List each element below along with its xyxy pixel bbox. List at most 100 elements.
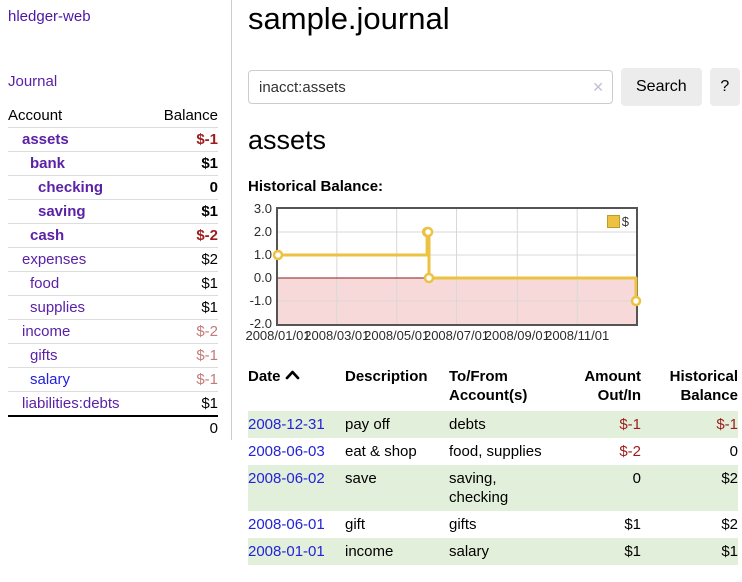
y-tick-label: 3.0 (253, 201, 272, 216)
x-tick-label: 2008/01/01 (245, 328, 311, 343)
sidebar: hledger-web Journal Account Balance asse… (0, 0, 232, 440)
transaction-amount: $-1 (619, 416, 641, 433)
account-balance: $1 (149, 391, 218, 416)
account-balance: $-2 (149, 319, 218, 344)
register-row: 2008-06-01 gift gifts $1 $2 (248, 511, 738, 538)
account-link[interactable]: saving (38, 203, 86, 220)
transaction-date-link[interactable]: 2008-01-01 (248, 543, 325, 560)
transaction-accounts: debts (449, 416, 486, 433)
transaction-balance: $2 (721, 470, 738, 487)
register-row: 2008-01-01 income salary $1 $1 (248, 538, 738, 565)
y-tick-label: 2.0 (253, 224, 272, 239)
balance-column-header: Historical Balance (669, 368, 738, 404)
account-link[interactable]: assets (22, 131, 69, 148)
accounts-total-balance: 0 (149, 415, 218, 440)
account-link[interactable]: checking (38, 179, 104, 196)
transaction-amount: $1 (624, 516, 641, 533)
account-balance: $1 (149, 151, 218, 176)
account-balance: $1 (149, 271, 218, 296)
account-link[interactable]: bank (30, 155, 66, 172)
transaction-accounts: salary (449, 543, 490, 560)
account-row: assets $-1 (8, 127, 218, 152)
register-row: 2008-06-03 eat & shop food, supplies $-2 0 (248, 438, 738, 465)
help-button[interactable]: ? (709, 68, 740, 106)
date-column-header[interactable]: Date (248, 367, 345, 411)
account-link[interactable]: expenses (22, 251, 87, 268)
transaction-date-link[interactable]: 2008-06-02 (248, 470, 325, 487)
app-title-link[interactable]: hledger-web (8, 8, 91, 25)
search-form: ✕ Search ? (248, 68, 740, 106)
account-row: saving $1 (8, 199, 218, 224)
accounts-table: Account Balance assets $-1 bank $1 checking 0… (8, 104, 218, 440)
transaction-amount: $1 (624, 543, 641, 560)
chart-plot-area[interactable]: $ (272, 207, 642, 326)
transaction-description: income (345, 543, 394, 560)
account-column-header: Account (8, 107, 63, 124)
y-tick-label: 1.0 (253, 247, 272, 262)
account-row: cash $-2 (8, 223, 218, 248)
transaction-balance: 0 (729, 443, 738, 460)
x-tick-label: 2008/09/01 (484, 328, 550, 343)
account-link[interactable]: salary (30, 371, 71, 388)
chart-title: Historical Balance: (248, 178, 384, 195)
account-balance: $-1 (149, 367, 218, 392)
balance-line-chart (272, 209, 642, 324)
page-title: sample.journal (248, 1, 450, 36)
x-tick-label: 2008/07/01 (423, 328, 490, 343)
x-tick-label: 2008/11/01 (545, 328, 610, 343)
account-balance: $1 (149, 199, 218, 224)
account-row: food $1 (8, 271, 218, 296)
account-row: bank $1 (8, 151, 218, 176)
amount-column-header: Amount Out/In (584, 368, 641, 404)
account-balance: $2 (149, 247, 218, 272)
account-row: checking 0 (8, 175, 218, 200)
transaction-accounts: gifts (449, 516, 477, 533)
account-heading: assets (248, 125, 327, 155)
transaction-description: save (345, 470, 377, 487)
account-link[interactable]: liabilities:debts (22, 395, 120, 412)
transaction-balance: $-1 (716, 416, 738, 433)
balance-column-header: Balance (163, 107, 218, 124)
description-column-header: Description (345, 368, 428, 385)
register-row: 2008-06-02 save saving, checking 0 $2 (248, 465, 738, 511)
accounts-total-row: 0 (8, 415, 218, 440)
transaction-balance: $2 (721, 516, 738, 533)
main-content: sample.journal ✕ Search ? assets Histori… (245, 0, 740, 565)
transaction-date-link[interactable]: 2008-06-01 (248, 516, 325, 533)
account-row: salary $-1 (8, 367, 218, 392)
account-link[interactable]: income (22, 323, 71, 340)
transaction-accounts: saving, checking (449, 470, 509, 506)
account-row: gifts $-1 (8, 343, 218, 368)
account-link[interactable]: food (30, 275, 60, 292)
clear-search-icon[interactable]: ✕ (592, 79, 604, 95)
account-balance: $-1 (149, 343, 218, 368)
legend-swatch-icon (606, 215, 620, 228)
historical-balance-chart: 3.0 2.0 1.0 0.0 -1.0 -2.0 $ 2008/01/01 2008/03… (245, 202, 740, 349)
account-link[interactable]: supplies (30, 299, 86, 316)
account-balance: $1 (149, 295, 218, 320)
accounts-table-header: Account Balance (8, 104, 218, 128)
transaction-description: pay off (345, 416, 390, 433)
sort-ascending-icon (285, 370, 299, 380)
account-balance: $-2 (149, 223, 218, 248)
account-row: liabilities:debts $1 (8, 391, 218, 416)
transaction-accounts: food, supplies (449, 443, 542, 460)
account-link[interactable]: cash (30, 227, 65, 244)
transaction-description: gift (345, 516, 366, 533)
x-tick-label: 2008/03/01 (304, 328, 370, 343)
accounts-column-header: To/From Account(s) (449, 368, 528, 404)
transaction-date-link[interactable]: 2008-12-31 (248, 416, 325, 433)
legend-label: $ (621, 214, 629, 229)
accounts-total-spacer (8, 415, 150, 440)
account-link[interactable]: gifts (30, 347, 58, 364)
account-row: supplies $1 (8, 295, 218, 320)
account-row: expenses $2 (8, 247, 218, 272)
account-balance: 0 (149, 175, 218, 200)
transaction-amount: 0 (632, 470, 641, 487)
transaction-amount: $-2 (619, 443, 641, 460)
transaction-date-link[interactable]: 2008-06-03 (248, 443, 325, 460)
sidebar-item-journal[interactable]: Journal (8, 73, 58, 90)
search-button[interactable]: Search (621, 68, 702, 106)
search-input[interactable] (248, 70, 613, 104)
register-header-row: Date Description To/From Account(s) Amou… (248, 367, 738, 411)
